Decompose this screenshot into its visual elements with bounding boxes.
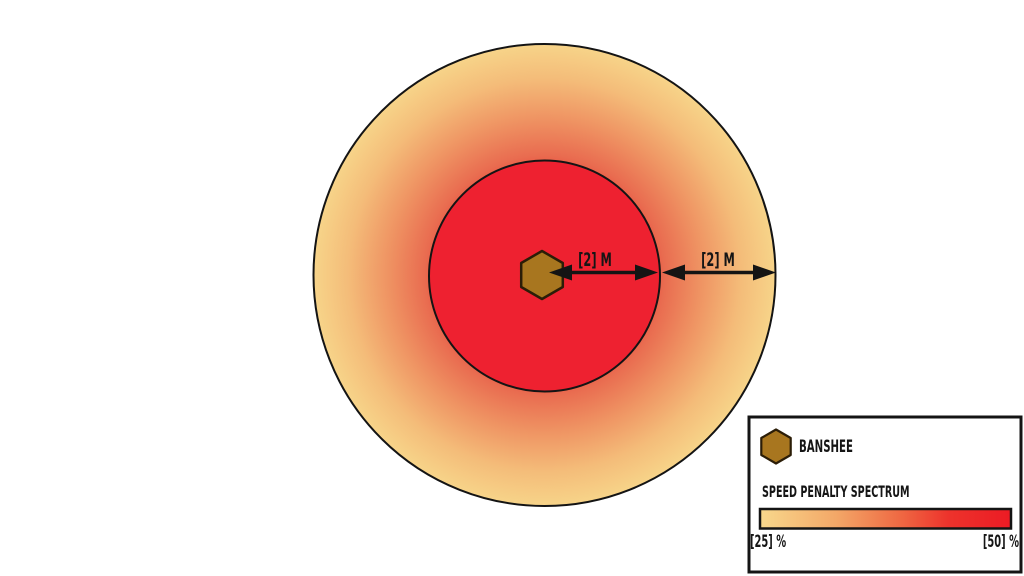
labels-layer: [2] M [2] M BANSHEE SPEED PENALTY SPECTR… <box>578 248 1019 552</box>
inner-radius-arrow <box>549 264 658 281</box>
arrowhead-right-icon <box>635 264 658 281</box>
inner-radius-label: [2] M <box>578 248 612 271</box>
banshee-hexagon-icon <box>519 249 565 301</box>
spectrum-min-label: [25] % <box>750 532 786 551</box>
arrowhead-left-icon <box>662 264 685 281</box>
outer-radius-label: [2] M <box>701 248 735 271</box>
outer-radius-arrow <box>662 264 776 281</box>
arrowhead-left-icon <box>549 264 572 281</box>
spectrum-max-label: [50] % <box>983 532 1019 551</box>
legend-panel-frame <box>747 415 1023 574</box>
spectrum-gradient-bar <box>758 507 1013 530</box>
arrowhead-right-icon <box>753 264 776 281</box>
legend-panel <box>747 415 1023 574</box>
legend-banshee-hexagon-icon <box>760 428 792 465</box>
legend-banshee-label: BANSHEE <box>799 437 853 456</box>
spectrum-title: SPEED PENALTY SPECTRUM <box>762 484 910 502</box>
